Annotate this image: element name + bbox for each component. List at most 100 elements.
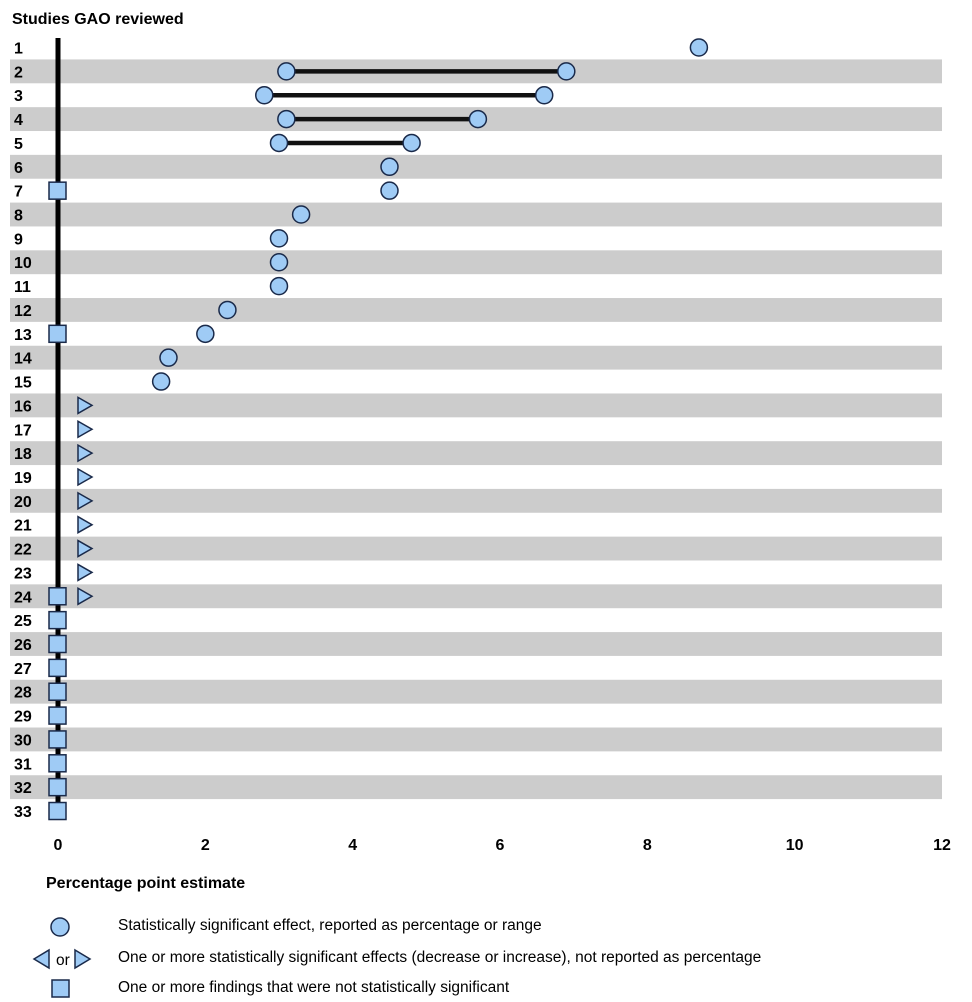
row-stripe bbox=[10, 441, 942, 466]
row-label: 13 bbox=[14, 327, 32, 344]
row-label: 3 bbox=[14, 88, 23, 105]
circle-marker bbox=[196, 324, 215, 344]
square-marker bbox=[48, 682, 67, 701]
row-label: 14 bbox=[14, 351, 32, 368]
row-labels: 1234567891011121314151617181920212223242… bbox=[14, 41, 32, 822]
x-axis-label: Percentage point estimate bbox=[46, 875, 245, 892]
range-lines bbox=[264, 69, 567, 146]
circle-marker bbox=[557, 62, 576, 81]
circle-marker bbox=[291, 205, 311, 224]
chart-title: Studies GAO reviewed bbox=[12, 11, 184, 28]
row-label: 5 bbox=[14, 136, 23, 153]
row-label: 33 bbox=[14, 804, 32, 821]
row-label: 23 bbox=[14, 565, 32, 582]
x-tick-label: 6 bbox=[496, 837, 505, 854]
legend-text: Statistically significant effect, report… bbox=[118, 917, 542, 934]
row-stripe bbox=[10, 727, 942, 752]
legend-or-text: or bbox=[56, 952, 70, 969]
row-label: 11 bbox=[14, 279, 31, 296]
circle-marker bbox=[380, 181, 399, 200]
row-label: 6 bbox=[14, 160, 23, 177]
triangle-marker bbox=[77, 563, 94, 582]
square-marker bbox=[48, 181, 67, 200]
row-label: 27 bbox=[14, 661, 32, 678]
markers bbox=[48, 38, 709, 821]
square-marker-icon bbox=[51, 979, 70, 998]
circle-marker-icon bbox=[50, 917, 70, 937]
row-label: 32 bbox=[14, 780, 32, 797]
circle-marker bbox=[269, 276, 289, 296]
square-marker bbox=[48, 706, 67, 725]
row-label: 24 bbox=[14, 589, 32, 606]
row-label: 2 bbox=[14, 64, 23, 81]
row-stripe bbox=[10, 154, 942, 179]
row-stripe bbox=[10, 345, 942, 370]
row-stripe bbox=[10, 298, 942, 322]
triangle-marker bbox=[77, 467, 94, 487]
row-label: 16 bbox=[14, 398, 32, 415]
chart: Studies GAO reviewed 1234567891011121314… bbox=[10, 11, 951, 892]
x-tick-labels: 0 2 4 6 8 10 12 bbox=[54, 837, 951, 854]
triangle-marker bbox=[77, 419, 94, 439]
square-marker bbox=[48, 587, 67, 606]
row-label: 19 bbox=[14, 470, 32, 487]
x-tick-label: 2 bbox=[201, 837, 210, 854]
circle-marker bbox=[218, 300, 237, 320]
row-stripe bbox=[10, 393, 942, 418]
square-marker bbox=[48, 634, 67, 654]
x-tick-label: 10 bbox=[786, 837, 804, 854]
triangle-marker bbox=[77, 515, 94, 534]
row-label: 17 bbox=[14, 422, 32, 439]
circle-marker bbox=[277, 109, 296, 129]
row-stripe bbox=[10, 679, 942, 704]
row-stripe bbox=[10, 584, 942, 609]
row-label: 30 bbox=[14, 732, 32, 749]
circle-marker bbox=[468, 109, 488, 129]
x-tick-label: 12 bbox=[933, 837, 951, 854]
square-marker bbox=[48, 801, 67, 821]
circle-marker bbox=[151, 372, 171, 391]
row-label: 1 bbox=[14, 41, 23, 58]
triangle-marker bbox=[77, 539, 94, 558]
row-stripe bbox=[10, 632, 942, 656]
circle-marker bbox=[534, 85, 554, 105]
row-label: 8 bbox=[14, 208, 23, 225]
square-marker bbox=[48, 610, 67, 630]
square-marker bbox=[48, 777, 67, 797]
square-marker bbox=[48, 730, 67, 749]
row-label: 28 bbox=[14, 685, 32, 702]
row-label: 4 bbox=[14, 112, 23, 129]
row-stripe bbox=[10, 536, 942, 561]
circle-marker bbox=[269, 229, 289, 248]
row-stripes bbox=[10, 59, 942, 800]
triangle-marker bbox=[77, 396, 94, 415]
row-label: 7 bbox=[14, 184, 23, 201]
legend-text: One or more statistically significant ef… bbox=[118, 949, 762, 966]
circle-marker bbox=[689, 38, 709, 57]
square-marker bbox=[48, 754, 67, 773]
row-stripe bbox=[10, 775, 942, 800]
circle-marker bbox=[380, 157, 399, 177]
row-stripe bbox=[10, 488, 942, 513]
row-label: 21 bbox=[14, 518, 32, 535]
row-label: 12 bbox=[14, 303, 32, 320]
triangle-markers-icon: or bbox=[32, 948, 92, 970]
x-tick-label: 0 bbox=[54, 837, 63, 854]
circle-marker bbox=[255, 85, 274, 105]
triangle-marker bbox=[77, 491, 94, 511]
square-marker bbox=[48, 324, 67, 344]
triangle-marker bbox=[77, 586, 94, 606]
circle-marker bbox=[277, 62, 296, 81]
circle-marker bbox=[269, 133, 289, 153]
circle-marker bbox=[159, 348, 178, 367]
circle-marker bbox=[269, 252, 289, 272]
row-label: 10 bbox=[14, 255, 32, 272]
row-stripe bbox=[10, 250, 942, 275]
row-label: 20 bbox=[14, 494, 32, 511]
row-label: 29 bbox=[14, 709, 32, 726]
legend-text: One or more findings that were not stati… bbox=[118, 979, 510, 996]
row-label: 25 bbox=[14, 613, 32, 630]
x-tick-label: 8 bbox=[643, 837, 652, 854]
row-label: 26 bbox=[14, 637, 32, 654]
circle-marker bbox=[402, 133, 421, 153]
